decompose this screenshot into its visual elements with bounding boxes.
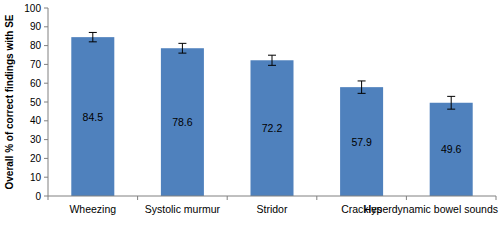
data-label: 57.9: [351, 136, 372, 148]
y-tick-label: 50: [30, 97, 42, 108]
y-tick: [44, 83, 48, 84]
y-tick-label: 60: [30, 78, 42, 89]
chart-container: 0 10 20 30 40 50 60 70 80 90 100 Wheezing Systolic m…: [0, 0, 500, 232]
x-tick-label: Wheezing: [69, 203, 116, 215]
error-cap: [268, 65, 276, 66]
bar: [250, 60, 293, 196]
y-tick-label: 40: [30, 115, 42, 126]
x-tick-label: Systolic murmur: [145, 203, 221, 215]
chart-svg: 0 10 20 30 40 50 60 70 80 90 100 Wheezing Systolic m…: [0, 0, 500, 232]
x-tick: [406, 196, 407, 200]
error-bar: [447, 96, 455, 109]
error-line: [92, 32, 93, 41]
error-cap: [89, 41, 97, 42]
y-tick-label: 100: [24, 3, 41, 14]
y-tick: [44, 26, 48, 27]
error-cap: [89, 32, 97, 33]
y-tick: [44, 8, 48, 9]
error-bar: [268, 55, 276, 65]
y-tick: [44, 64, 48, 65]
y-tick: [44, 196, 48, 197]
error-cap: [178, 53, 186, 54]
y-tick-label: 90: [30, 21, 42, 32]
y-tick-label: 70: [30, 59, 42, 70]
y-tick: [44, 102, 48, 103]
x-tick-label: Stridor: [257, 203, 288, 215]
error-cap: [358, 80, 366, 81]
y-tick: [44, 45, 48, 46]
bar: [430, 103, 473, 196]
error-cap: [268, 55, 276, 56]
error-line: [361, 81, 362, 93]
error-bar: [358, 81, 366, 93]
bar: [71, 37, 114, 196]
y-tick-label: 30: [30, 134, 42, 145]
x-axis-line: [48, 196, 496, 197]
x-tick-label: Hyperdynamic bowel sounds: [364, 203, 498, 215]
y-tick-label: 10: [30, 172, 42, 183]
error-cap: [178, 43, 186, 44]
error-cap: [447, 96, 455, 97]
y-tick: [44, 158, 48, 159]
error-line: [272, 55, 273, 65]
x-tick: [137, 196, 138, 200]
data-label: 72.2: [262, 122, 283, 134]
y-tick-label: 20: [30, 153, 42, 164]
error-cap: [447, 109, 455, 110]
x-tick: [227, 196, 228, 200]
error-bar: [89, 32, 97, 41]
bar: [340, 87, 383, 196]
y-tick-label: 0: [35, 191, 41, 202]
data-label: 78.6: [172, 116, 193, 128]
y-tick: [44, 120, 48, 121]
y-tick: [44, 177, 48, 178]
y-tick: [44, 139, 48, 140]
x-tick: [496, 196, 497, 200]
data-label: 49.6: [441, 143, 462, 155]
x-tick: [48, 196, 49, 200]
error-bar: [178, 43, 186, 53]
bar: [161, 48, 204, 196]
error-cap: [358, 93, 366, 94]
error-line: [451, 96, 452, 109]
data-label: 84.5: [83, 111, 104, 123]
x-tick: [316, 196, 317, 200]
y-axis-label: Overall % of correct findings with SE: [4, 14, 15, 189]
bars: [71, 32, 472, 196]
y-tick-label: 80: [30, 40, 42, 51]
error-line: [182, 43, 183, 53]
